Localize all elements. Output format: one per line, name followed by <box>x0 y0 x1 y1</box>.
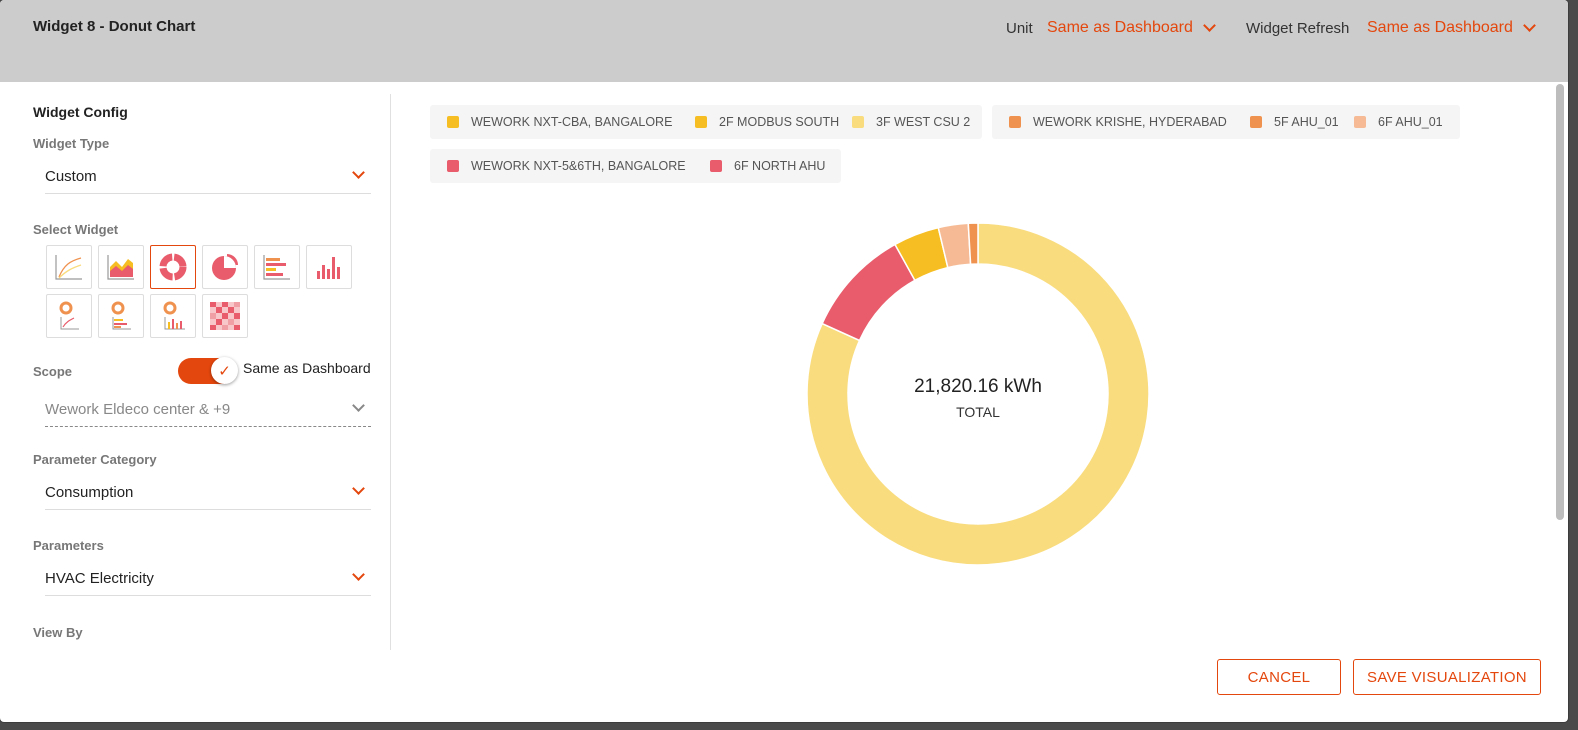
chevron-down-icon <box>1522 19 1536 32</box>
cancel-button[interactable]: CANCEL <box>1217 659 1341 695</box>
donut-total-value: 21,820.16 kWh <box>914 376 1042 397</box>
scope-toggle-label: Same as Dashboard <box>243 360 371 376</box>
widget-type-select[interactable]: Custom <box>45 163 371 194</box>
legend-item[interactable]: WEWORK KRISHE, HYDERABAD <box>1009 105 1227 139</box>
legend-item[interactable]: 6F NORTH AHU <box>710 149 825 183</box>
legend-label: WEWORK NXT-5&6TH, BANGALORE <box>471 159 686 173</box>
legend-item[interactable]: 3F WEST CSU 2 <box>852 105 970 139</box>
donut-chart <box>806 222 1150 566</box>
unit-label: Unit <box>1006 20 1033 37</box>
widget-refresh-dropdown[interactable]: Same as Dashboard <box>1367 19 1536 37</box>
legend-swatch <box>1250 116 1262 128</box>
legend-swatch <box>1354 116 1366 128</box>
legend-label: 6F AHU_01 <box>1378 115 1443 129</box>
legend-swatch <box>852 116 864 128</box>
chevron-down-icon <box>352 568 365 581</box>
parameters-value: HVAC Electricity <box>45 570 154 587</box>
legend-item[interactable]: 6F AHU_01 <box>1354 105 1443 139</box>
unit-dropdown[interactable]: Same as Dashboard <box>1047 19 1216 37</box>
parameter-category-value: Consumption <box>45 484 134 501</box>
chevron-down-icon <box>1202 19 1216 32</box>
area-chart-icon[interactable] <box>98 245 144 289</box>
widget-config-title: Widget Config <box>33 104 128 120</box>
legend-label: 3F WEST CSU 2 <box>876 115 971 129</box>
horizontal-bar-chart-icon[interactable] <box>254 245 300 289</box>
donut-bar-combo-icon[interactable] <box>98 294 144 338</box>
modal-header: Widget 8 - Donut Chart Unit Same as Dash… <box>0 0 1568 82</box>
legend-swatch <box>1009 116 1021 128</box>
save-visualization-button[interactable]: SAVE VISUALIZATION <box>1353 659 1541 695</box>
donut-column-combo-icon[interactable] <box>150 294 196 338</box>
legend-label: WEWORK NXT-CBA, BANGALORE <box>471 115 673 129</box>
scope-toggle[interactable]: ✓ <box>178 357 238 384</box>
legend-item[interactable]: 5F AHU_01 <box>1250 105 1339 139</box>
legend-item[interactable]: 2F MODBUS SOUTH <box>695 105 839 139</box>
legend-item[interactable]: WEWORK NXT-CBA, BANGALORE <box>447 105 672 139</box>
legend-label: WEWORK KRISHE, HYDERABAD <box>1033 115 1227 129</box>
donut-total-label: TOTAL <box>956 404 1000 420</box>
legend-label: 6F NORTH AHU <box>734 159 826 173</box>
widget-type-label: Widget Type <box>33 136 110 151</box>
legend-swatch <box>447 160 459 172</box>
legend-swatch <box>695 116 707 128</box>
select-widget-label: Select Widget <box>33 222 119 237</box>
legend-group-3: WEWORK NXT-5&6TH, BANGALORE 6F NORTH AHU <box>430 149 841 183</box>
donut-chart-icon[interactable] <box>150 245 196 289</box>
column-chart-icon[interactable] <box>306 245 352 289</box>
legend-group-1: WEWORK NXT-CBA, BANGALORE 2F MODBUS SOUT… <box>430 105 982 139</box>
widget-refresh-value: Same as Dashboard <box>1367 19 1513 36</box>
chevron-down-icon <box>352 399 365 412</box>
donut-slice-5f-ahu-01[interactable] <box>967 222 979 266</box>
line-chart-icon[interactable] <box>46 245 92 289</box>
donut-slice-3f-west-csu-2[interactable] <box>806 222 1150 566</box>
checkmark-icon: ✓ <box>211 357 238 384</box>
widget-refresh-label: Widget Refresh <box>1246 20 1350 37</box>
pie-chart-icon[interactable] <box>202 245 248 289</box>
panel-divider <box>390 94 391 650</box>
legend-label: 2F MODBUS SOUTH <box>719 115 840 129</box>
donut-line-combo-icon[interactable] <box>46 294 92 338</box>
modal-title: Widget 8 - Donut Chart <box>33 18 196 35</box>
parameter-category-select[interactable]: Consumption <box>45 479 371 510</box>
legend-label: 5F AHU_01 <box>1274 115 1339 129</box>
view-by-label: View By <box>33 625 83 640</box>
legend-item[interactable]: WEWORK NXT-5&6TH, BANGALORE <box>447 149 686 183</box>
scope-value: Wework Eldeco center & +9 <box>45 401 231 418</box>
scrollbar[interactable] <box>1556 84 1564 520</box>
chevron-down-icon <box>352 166 365 179</box>
heatmap-icon[interactable] <box>202 294 248 338</box>
legend-group-2: WEWORK KRISHE, HYDERABAD 5F AHU_01 6F AH… <box>992 105 1460 139</box>
legend-swatch <box>447 116 459 128</box>
parameter-category-label: Parameter Category <box>33 452 157 467</box>
parameters-label: Parameters <box>33 538 104 553</box>
chevron-down-icon <box>352 482 365 495</box>
unit-value: Same as Dashboard <box>1047 19 1193 36</box>
scope-label: Scope <box>33 364 73 379</box>
widget-type-value: Custom <box>45 168 97 185</box>
scope-select[interactable]: Wework Eldeco center & +9 <box>45 396 371 427</box>
parameters-select[interactable]: HVAC Electricity <box>45 565 371 596</box>
donut-slice-6f-north-ahu[interactable] <box>821 243 916 342</box>
legend-swatch <box>710 160 722 172</box>
